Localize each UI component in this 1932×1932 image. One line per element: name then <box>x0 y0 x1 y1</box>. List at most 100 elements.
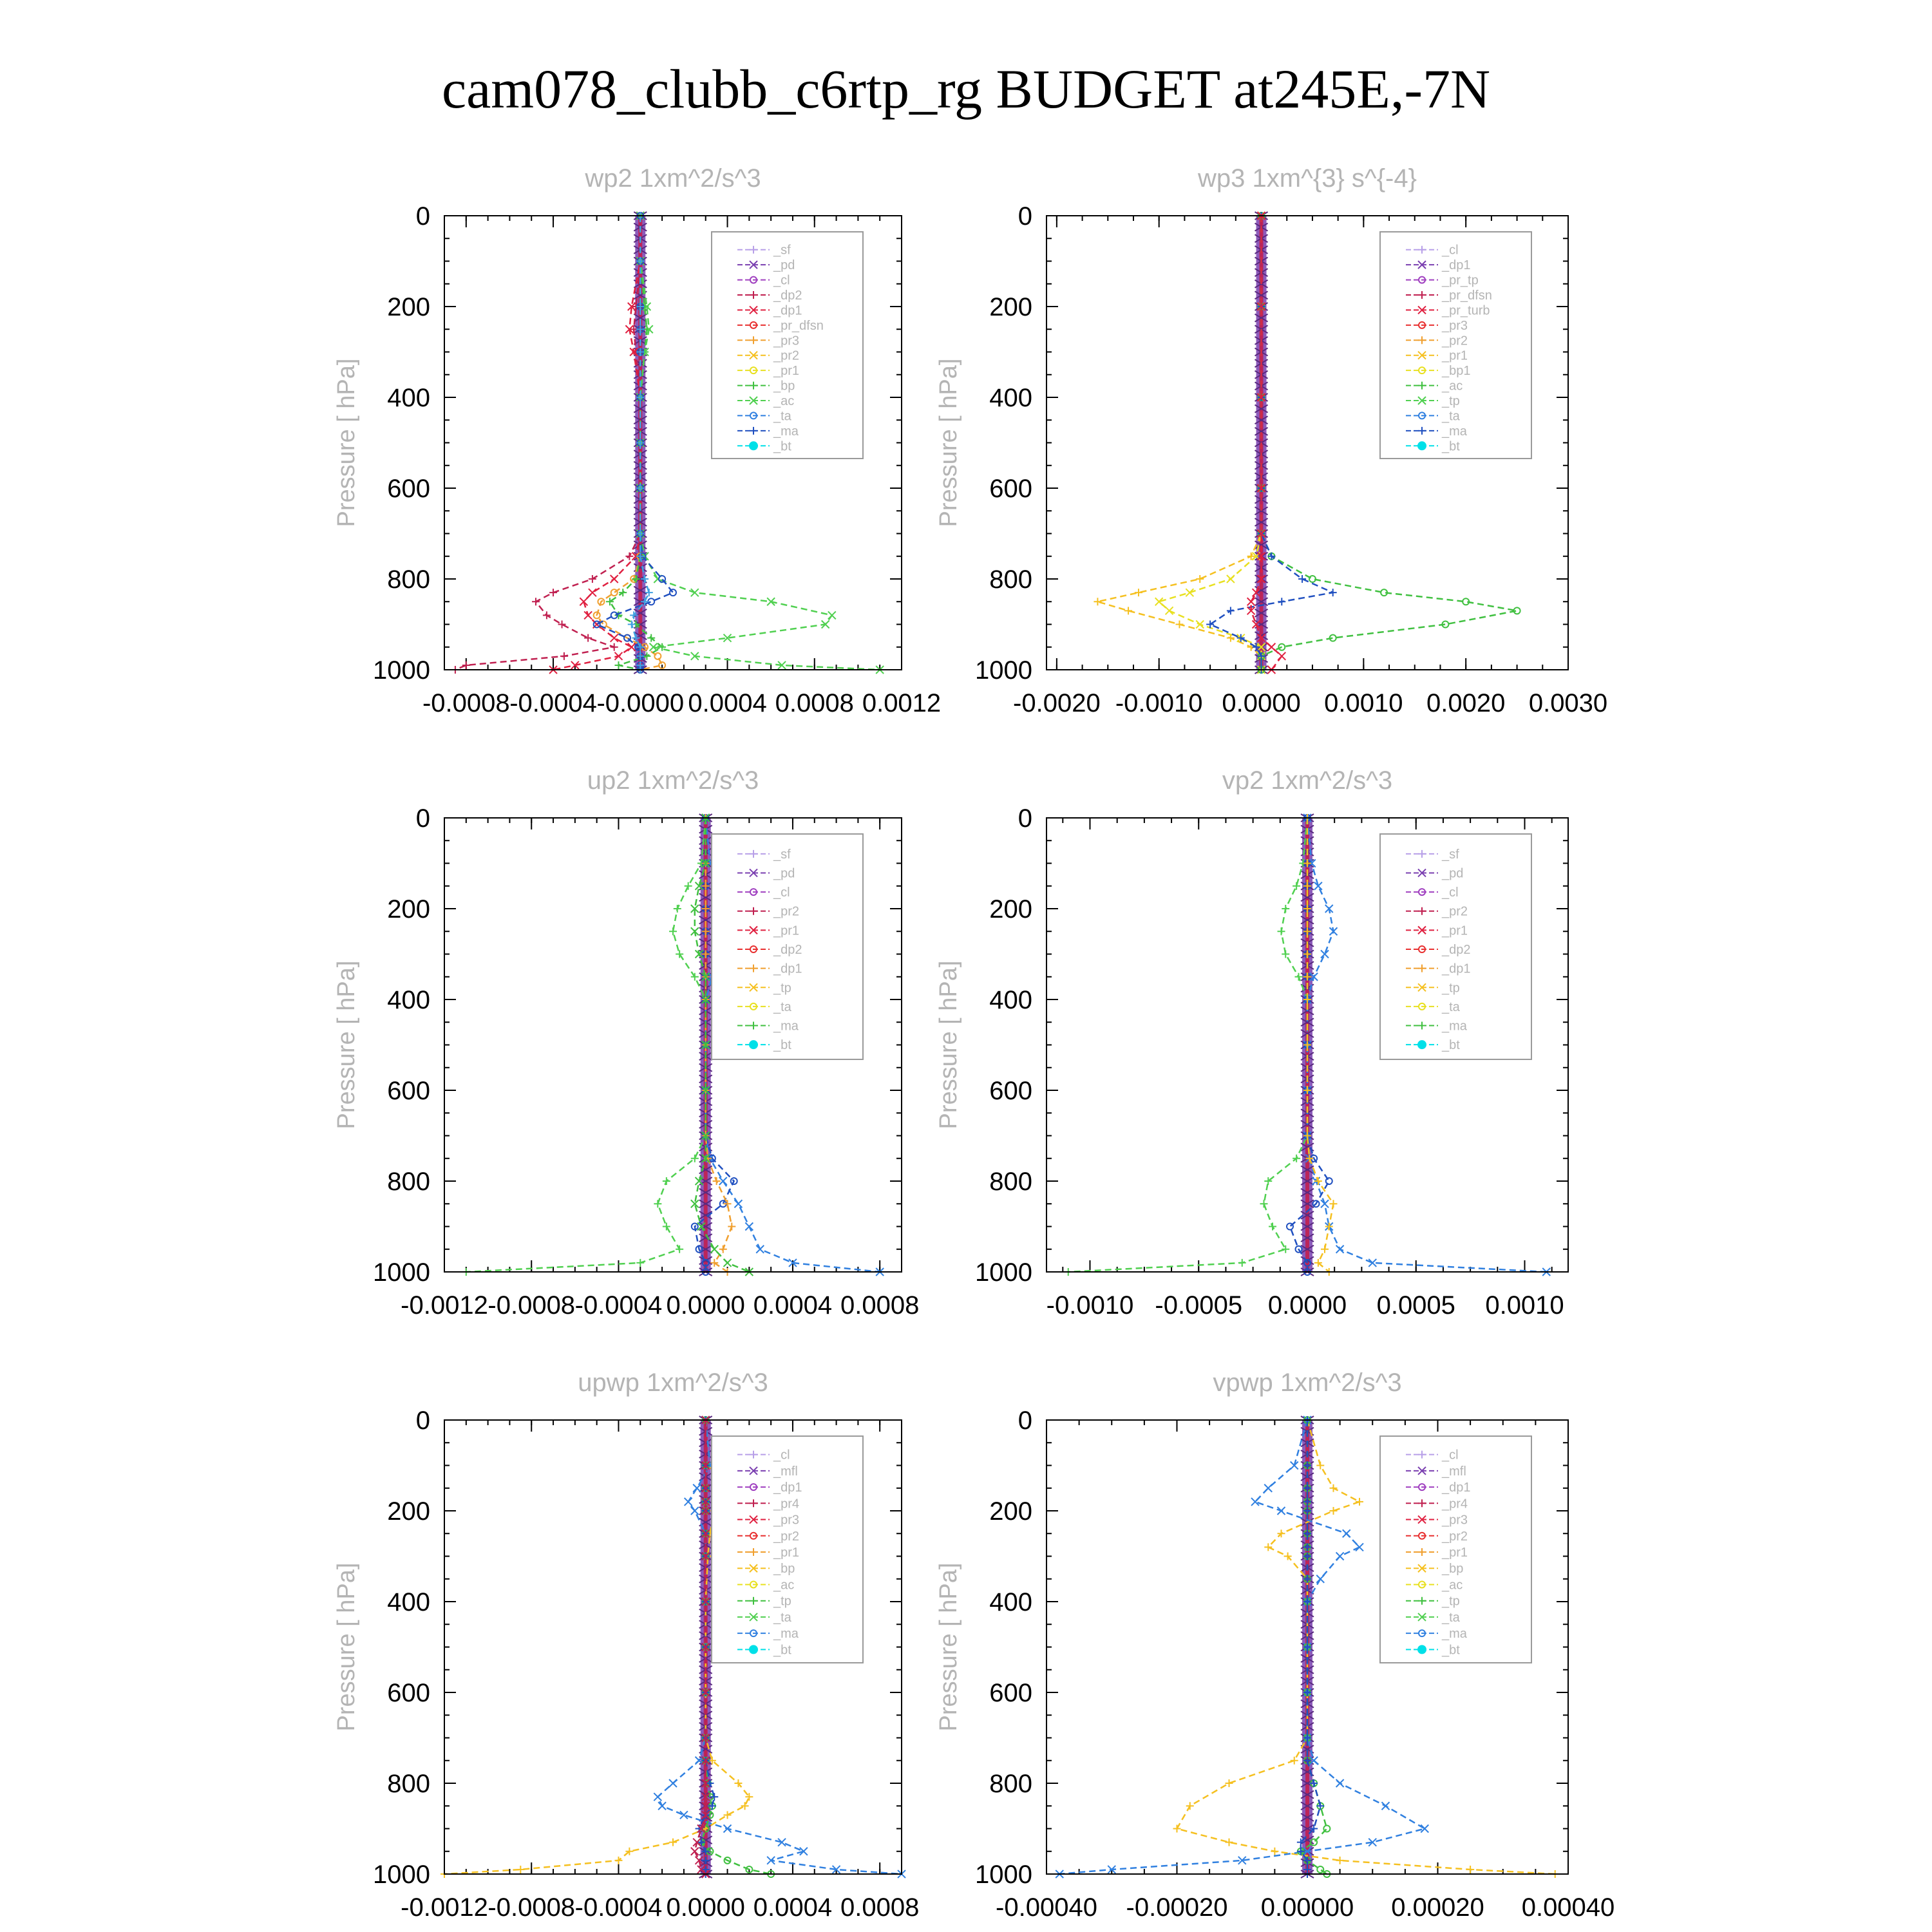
legend-entry: _ta <box>773 1000 792 1014</box>
y-tick-label: 1000 <box>975 1258 1032 1287</box>
legend: _cl_mfl _dp1 _pr4 _pr3 _pr2 _pr1 _bp _ac _tp _ta _… <box>711 1435 864 1663</box>
x-tick-label: 0.0010 <box>1485 1291 1564 1320</box>
y-tick-label: 600 <box>989 475 1032 503</box>
legend-entry: _dp1 <box>773 303 802 317</box>
legend: _cl_dp1 _pr_tp_pr_dfsn_pr_turb _pr3_pr2_pr… <box>1379 231 1532 459</box>
x-tick-label: -0.0005 <box>1155 1291 1242 1320</box>
plot-frame <box>444 215 902 670</box>
series-line <box>1175 1419 1555 1875</box>
legend: _sf_pd _cl_dp2_dp1 _pr_dfsn_pr3_pr2_pr1_bp… <box>711 231 864 459</box>
series-line <box>694 1420 706 1875</box>
legend-entry: _pr3 <box>773 1513 799 1528</box>
legend-entry: _bt <box>1441 439 1460 453</box>
x-tick-label: 0.0008 <box>840 1893 919 1922</box>
x-tick-label: -0.0004 <box>575 1291 663 1320</box>
x-tick-label: 0.0005 <box>1377 1291 1455 1320</box>
legend-box <box>711 231 864 459</box>
x-tick-label: 0.0030 <box>1529 689 1607 717</box>
legend-entry: _ac <box>773 1578 794 1592</box>
legend-entry: _bt <box>773 1038 791 1052</box>
x-tick-label: 0.0004 <box>753 1893 832 1922</box>
y-axis-label: Pressure [ hPa] <box>333 359 360 527</box>
legend-entry: _tp <box>1441 981 1460 995</box>
series-dp1 <box>462 814 710 1276</box>
y-tick-label: 400 <box>387 986 430 1014</box>
panel-title: wp3 1xm^{3} s^{-4} <box>1197 164 1417 193</box>
legend-marker <box>1417 1040 1426 1050</box>
legend-entry: _pr3 <box>1441 1513 1468 1528</box>
legend-entry: _pr3 <box>1441 319 1468 333</box>
series-line <box>639 216 880 671</box>
x-tick-label: -0.0008 <box>488 1893 575 1922</box>
legend-entry: _pr_dfsn <box>1441 289 1492 303</box>
plot-frame <box>1046 215 1569 670</box>
legend-entry: _sf <box>773 848 791 862</box>
legend-box <box>1379 833 1532 1060</box>
chart-panel-4: vp2 1xm^2/s^3 Pressure [ hPa] -0.0010 -0.00… <box>935 766 1569 1320</box>
y-tick-label: 400 <box>387 1588 430 1616</box>
legend-entry: _cl <box>1441 886 1459 900</box>
series-line <box>1059 1419 1427 1875</box>
legend-entry: _pr2 <box>1441 334 1468 348</box>
legend-entry: _cl <box>773 886 790 900</box>
y-tick-label: 600 <box>387 475 430 503</box>
legend-entry: _pr2 <box>773 905 799 919</box>
legend-entry: _ac <box>1441 1578 1463 1592</box>
panel-title: up2 1xm^2/s^3 <box>587 766 759 795</box>
legend-entry: _ta <box>773 409 792 423</box>
x-tick-label: 0.00000 <box>1261 1893 1354 1922</box>
legend-entry: _ma <box>1441 424 1468 439</box>
legend-entry: _ta <box>1441 409 1461 423</box>
y-tick-label: 600 <box>387 1077 430 1105</box>
series-dp2 <box>451 212 645 674</box>
legend-entry: _pr1 <box>1441 349 1468 363</box>
x-tick-label: -0.0004 <box>509 689 597 717</box>
x-tick-label: 0.0004 <box>688 689 766 717</box>
y-axis-label: Pressure [ hPa] <box>935 359 962 527</box>
series-pr3 <box>592 212 667 674</box>
chart-panel-6: vpwp 1xm^2/s^3 Pressure [ hPa] -0.00040 -0.… <box>935 1368 1615 1922</box>
y-tick-label: 1000 <box>975 656 1032 685</box>
legend-entry: _sf <box>773 243 791 258</box>
series-line <box>656 1419 902 1875</box>
series-line <box>553 216 641 671</box>
legend-entry: _bt <box>1441 1038 1460 1052</box>
legend-entry: _pr2 <box>1441 1530 1468 1544</box>
series-ta <box>1296 1416 1325 1878</box>
legend-marker <box>749 441 758 451</box>
series-dp1 <box>549 211 645 674</box>
x-tick-label: -0.0010 <box>1046 1291 1134 1320</box>
series-tp <box>1055 1416 1429 1879</box>
series-dp1 <box>1064 814 1311 1276</box>
y-tick-label: 0 <box>416 1406 430 1435</box>
legend-entry: _bt <box>773 439 791 453</box>
y-tick-label: 200 <box>989 895 1032 923</box>
y-tick-label: 800 <box>387 565 430 594</box>
y-tick-label: 800 <box>989 1168 1032 1196</box>
y-tick-label: 600 <box>387 1679 430 1707</box>
y-tick-label: 800 <box>989 565 1032 594</box>
legend-entry: _mfl <box>1441 1464 1466 1479</box>
x-tick-label: 0.0000 <box>1222 689 1300 717</box>
legend-entry: _ta <box>773 1611 792 1625</box>
legend-box <box>711 1435 864 1663</box>
legend-entry: _pr_tp <box>1441 274 1479 288</box>
series-line <box>1157 216 1262 670</box>
x-tick-label: 0.0000 <box>1268 1291 1347 1320</box>
legend-entry: _cl <box>773 1448 790 1463</box>
series-line <box>694 818 750 1273</box>
legend-entry: _bp <box>773 1562 795 1576</box>
y-tick-label: 0 <box>416 804 430 833</box>
legend-entry: _sf <box>1441 848 1459 862</box>
y-axis-label: Pressure [ hPa] <box>333 961 360 1130</box>
legend-entry: _bt <box>1441 1643 1460 1657</box>
series-line <box>1300 1420 1321 1874</box>
series-pr2 <box>1094 212 1265 674</box>
series-line <box>1094 216 1262 670</box>
y-tick-label: 600 <box>989 1077 1032 1105</box>
legend-entry: _pr_dfsn <box>773 319 824 333</box>
legend-entry: _pr2 <box>773 1530 799 1544</box>
x-tick-label: 0.0004 <box>753 1291 832 1320</box>
